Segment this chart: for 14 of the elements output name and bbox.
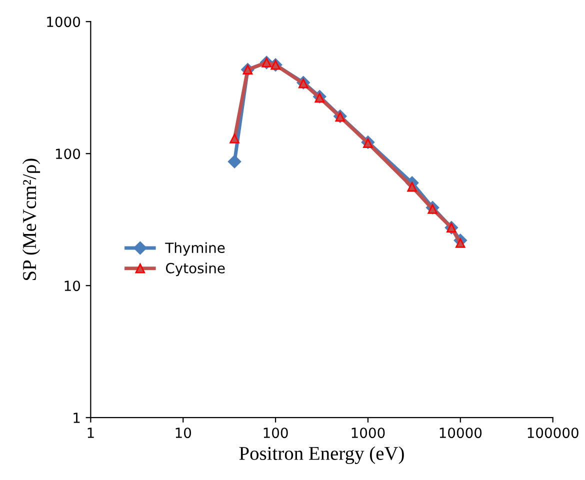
x-tick-label: 1000 bbox=[352, 428, 385, 438]
x-tick-label: 1 bbox=[88, 428, 94, 438]
x-tick-label: 100000 bbox=[528, 428, 578, 438]
x-tick-label: 100 bbox=[264, 428, 288, 438]
y-tick-label: 1 bbox=[74, 412, 80, 423]
y-tick-label: 1000 bbox=[47, 16, 80, 28]
x-axis-title: Positron Energy (eV) bbox=[239, 446, 404, 464]
y-tick-label: 10 bbox=[64, 280, 80, 292]
y-axis-title: SP (MeVcm²/ρ) bbox=[22, 158, 40, 280]
legend-label: Cytosine bbox=[166, 262, 225, 276]
x-tick-label: 10 bbox=[176, 428, 192, 438]
legend-label: Thymine bbox=[165, 242, 225, 256]
y-tick-label: 100 bbox=[56, 148, 80, 160]
x-tick-label: 10000 bbox=[440, 428, 482, 438]
